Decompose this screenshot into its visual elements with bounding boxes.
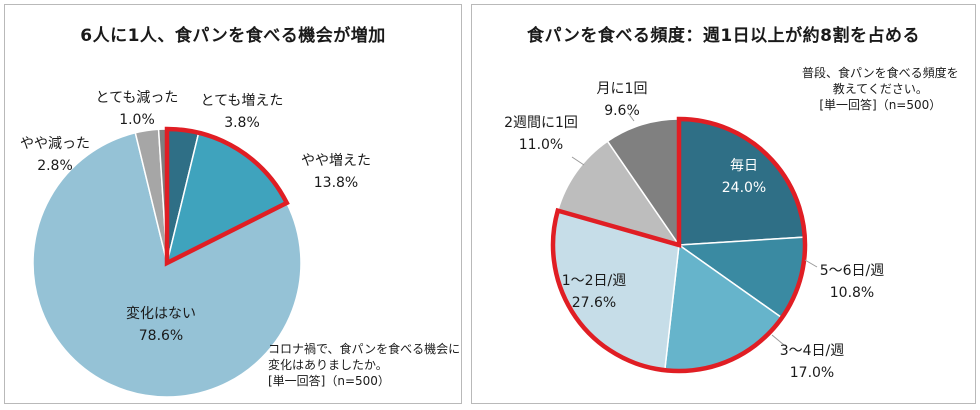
slice-value-label: 10.8%: [830, 285, 874, 301]
slice-label: 変化はない: [126, 305, 196, 322]
leader-line: [804, 259, 818, 268]
highlight-outline: [164, 126, 290, 267]
slice-label: とても増えた: [201, 93, 284, 109]
slice-value-label: 13.8%: [314, 175, 358, 191]
slice-label: とても減った: [96, 89, 179, 106]
note-line-1: 普段、食パンを食べる頻度を: [802, 66, 959, 80]
note-line-2: 教えてください。: [832, 82, 928, 96]
chart-note: コロナ禍で、食パンを食べる機会に 変化はありましたか。 [単一回答]（n=500…: [268, 341, 460, 389]
chart-panel-right: 食パンを食べる頻度：週1日以上が約8割を占める 毎日 24.0% 5～6日/週 10.…: [471, 4, 976, 404]
slice-label: やや増えた: [301, 153, 371, 169]
pie-chart-right: 毎日 24.0% 5～6日/週 10.8% 3～4日/週 17.0% 1～2日/週 27.6%…: [504, 81, 885, 381]
slice-label: やや減った: [20, 135, 90, 152]
pie-chart-left: とても増えた 3.8% やや増えた 13.8% 変化はない 78.6% やや減った 2.8% と…: [20, 89, 371, 398]
slice-value-label: 11.0%: [519, 137, 563, 153]
slice-label: 1～2日/週: [562, 273, 627, 289]
slice-value-label: 3.8%: [224, 115, 260, 131]
slice-label: 月に1回: [597, 81, 648, 97]
chart-title: 6人に1人、食パンを食べる機会が増加: [80, 26, 386, 46]
note-line-3: [単一回答]（n=500）: [819, 98, 942, 112]
leader-line: [571, 156, 585, 166]
slice-label: 毎日: [730, 158, 758, 174]
slice-value-label: 2.8%: [37, 158, 73, 174]
slice-value-label: 9.6%: [604, 103, 640, 119]
chart-note: 普段、食パンを食べる頻度を 教えてください。 [単一回答]（n=500）: [802, 65, 959, 113]
chart-panel-left: 6人に1人、食パンを食べる機会が増加 とても増えた 3.8% やや増えた 13.8% 変…: [4, 4, 462, 404]
leader-line: [627, 112, 635, 122]
slice-value-label: 27.6%: [572, 295, 616, 311]
slice-value-label: 78.6%: [139, 328, 183, 344]
chart-title: 食パンを食べる頻度：週1日以上が約8割を占める: [526, 26, 920, 46]
slice-label: 5～6日/週: [820, 263, 885, 279]
slice-label: 3～4日/週: [780, 343, 845, 359]
note-line-3: [単一回答]（n=500）: [268, 374, 390, 388]
slice-value-label: 17.0%: [790, 365, 834, 381]
leader-line: [771, 334, 785, 346]
slice-label: 2週間に1回: [504, 115, 578, 131]
note-line-1: コロナ禍で、食パンを食べる機会に: [268, 342, 461, 356]
slice-value-label: 1.0%: [119, 112, 155, 128]
slice-value-label: 24.0%: [722, 180, 766, 196]
highlight-outline: [550, 116, 808, 374]
note-line-2: 変化はありましたか。: [268, 358, 388, 372]
